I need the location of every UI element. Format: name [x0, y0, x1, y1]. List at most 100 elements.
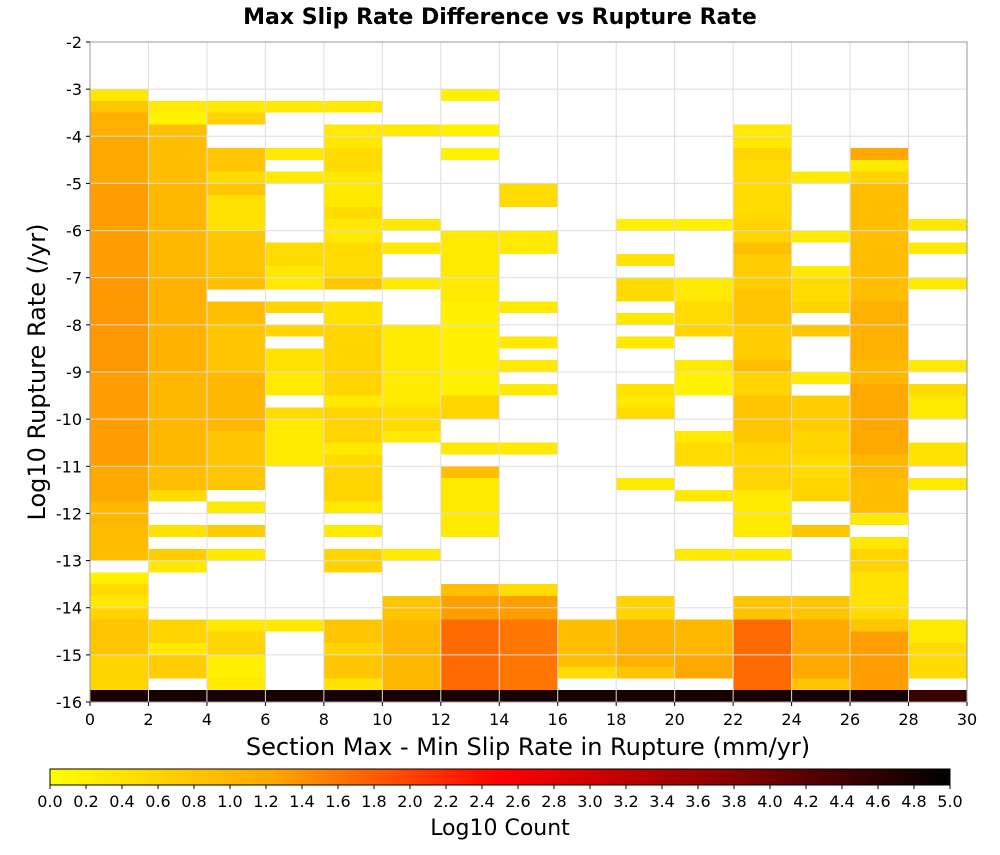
- heatmap-cell: [90, 654, 149, 691]
- heatmap-cell: [850, 631, 909, 691]
- heatmap-cell: [265, 242, 324, 266]
- heatmap-cell: [616, 313, 675, 325]
- heatmap-cell: [206, 230, 266, 278]
- colorbar-tick-label: 1.8: [361, 792, 386, 811]
- x-axis: 0 2 4 6 8 10 12 14 16 18 20 22 24 26 28 30: [85, 702, 977, 729]
- heatmap-cell: [206, 372, 266, 431]
- heatmap-cell: [382, 619, 441, 679]
- colorbar-tick-label: 0.2: [73, 792, 98, 811]
- heatmap-cell: [616, 395, 675, 408]
- heatmap-cell: [148, 560, 207, 573]
- chart-title: Max Slip Rate Difference vs Rupture Rate: [243, 5, 757, 30]
- y-tick-label: -5: [66, 174, 82, 193]
- colorbar-tick-label: 2.4: [469, 792, 494, 811]
- heatmap-cell: [382, 242, 441, 255]
- heatmap-cell: [323, 407, 383, 443]
- heatmap-cell: [850, 148, 909, 160]
- heatmap-cell: [850, 171, 909, 184]
- heatmap-cell: [616, 336, 675, 349]
- x-tick-label: 22: [723, 710, 743, 729]
- y-tick-label: -11: [56, 457, 82, 476]
- heatmap-cell: [674, 548, 734, 561]
- heatmap-cell: [206, 654, 266, 679]
- heatmap-cell: [908, 619, 967, 644]
- y-tick-label: -2: [66, 33, 82, 52]
- heatmap-cell: [382, 324, 441, 408]
- heatmap-cell: [90, 525, 149, 561]
- heatmap-cell: [616, 383, 675, 396]
- heatmap-cell: [850, 183, 909, 219]
- colorbar-tick-label: 1.2: [253, 792, 278, 811]
- x-tick-label: 4: [202, 710, 212, 729]
- heatmap-cell: [850, 159, 909, 172]
- heatmap-cell: [674, 430, 734, 443]
- heatmap-cell: [499, 690, 558, 702]
- colorbar-tick-label: 4.8: [901, 792, 926, 811]
- x-tick-label: 24: [781, 710, 801, 729]
- heatmap-cell: [206, 324, 266, 372]
- heatmap-cell: [323, 454, 383, 467]
- heatmap-cell: [733, 360, 792, 372]
- heatmap-cell: [90, 89, 149, 101]
- heatmap-cell: [323, 525, 383, 537]
- colorbar-tick-label: 4.4: [829, 792, 854, 811]
- heatmap-cell: [90, 690, 149, 702]
- heatmap-cell: [791, 277, 851, 302]
- heatmap-cell: [674, 360, 734, 372]
- heatmap-cell: [265, 324, 324, 337]
- heatmap-cell: [908, 218, 967, 231]
- heatmap-cell: [908, 395, 967, 420]
- heatmap-cell: [674, 277, 734, 302]
- heatmap-cell: [733, 159, 792, 219]
- heatmap-cell: [850, 513, 909, 526]
- heatmap-cell: [850, 478, 909, 514]
- heatmap-cell: [616, 407, 675, 420]
- heatmap-cell: [323, 395, 383, 408]
- heatmap-cell: [265, 171, 324, 184]
- heatmap-cell: [323, 242, 383, 278]
- heatmap-cell: [440, 478, 500, 514]
- y-tick-label: -14: [56, 599, 82, 618]
- heatmap-cell: [440, 360, 500, 396]
- heatmap-cell: [148, 489, 207, 502]
- heatmap-cell: [265, 407, 324, 420]
- heatmap-cell: [791, 430, 851, 455]
- heatmap-cell: [674, 324, 734, 337]
- heatmap-cell: [206, 171, 266, 184]
- heatmap-cell: [440, 395, 500, 420]
- heatmap-cell: [791, 265, 851, 278]
- x-tick-label: 30: [957, 710, 977, 729]
- heatmap-cell: [323, 466, 383, 502]
- heatmap-cell: [382, 218, 441, 231]
- colorbar-tick-label: 3.2: [613, 792, 638, 811]
- heatmap-cell: [148, 654, 207, 679]
- heatmap-cell: [499, 230, 558, 255]
- heatmap-cell: [674, 489, 734, 502]
- heatmap-cell: [206, 195, 266, 231]
- heatmap-cell: [206, 631, 266, 655]
- heatmap-cell: [265, 277, 324, 290]
- colorbar-tick-label: 2.6: [505, 792, 530, 811]
- y-tick-label: -8: [66, 316, 82, 335]
- y-tick-label: -16: [56, 693, 82, 712]
- heatmap-cell: [206, 112, 266, 125]
- heatmap-cell: [323, 148, 383, 172]
- heatmap-cell: [148, 124, 207, 184]
- heatmap-cell: [908, 360, 967, 372]
- heatmap-cell: [791, 478, 851, 502]
- heatmap-cell: [265, 372, 324, 396]
- colorbar-tick-label: 5.0: [937, 792, 962, 811]
- heatmap-cell: [148, 112, 207, 125]
- heatmap-cell: [382, 124, 441, 137]
- heatmap-cell: [499, 383, 558, 396]
- colorbar-tick-label: 2.8: [541, 792, 566, 811]
- y-tick-label: -3: [66, 80, 82, 99]
- heatmap-cell: [382, 430, 441, 443]
- heatmap-cell: [791, 678, 851, 691]
- heatmap-cell: [908, 643, 967, 679]
- heatmap-cell: [850, 619, 909, 632]
- y-tick-label: -6: [66, 222, 82, 241]
- heatmap-cell: [148, 619, 207, 644]
- heatmap-cell: [440, 442, 500, 455]
- heatmap-cell: [499, 360, 558, 372]
